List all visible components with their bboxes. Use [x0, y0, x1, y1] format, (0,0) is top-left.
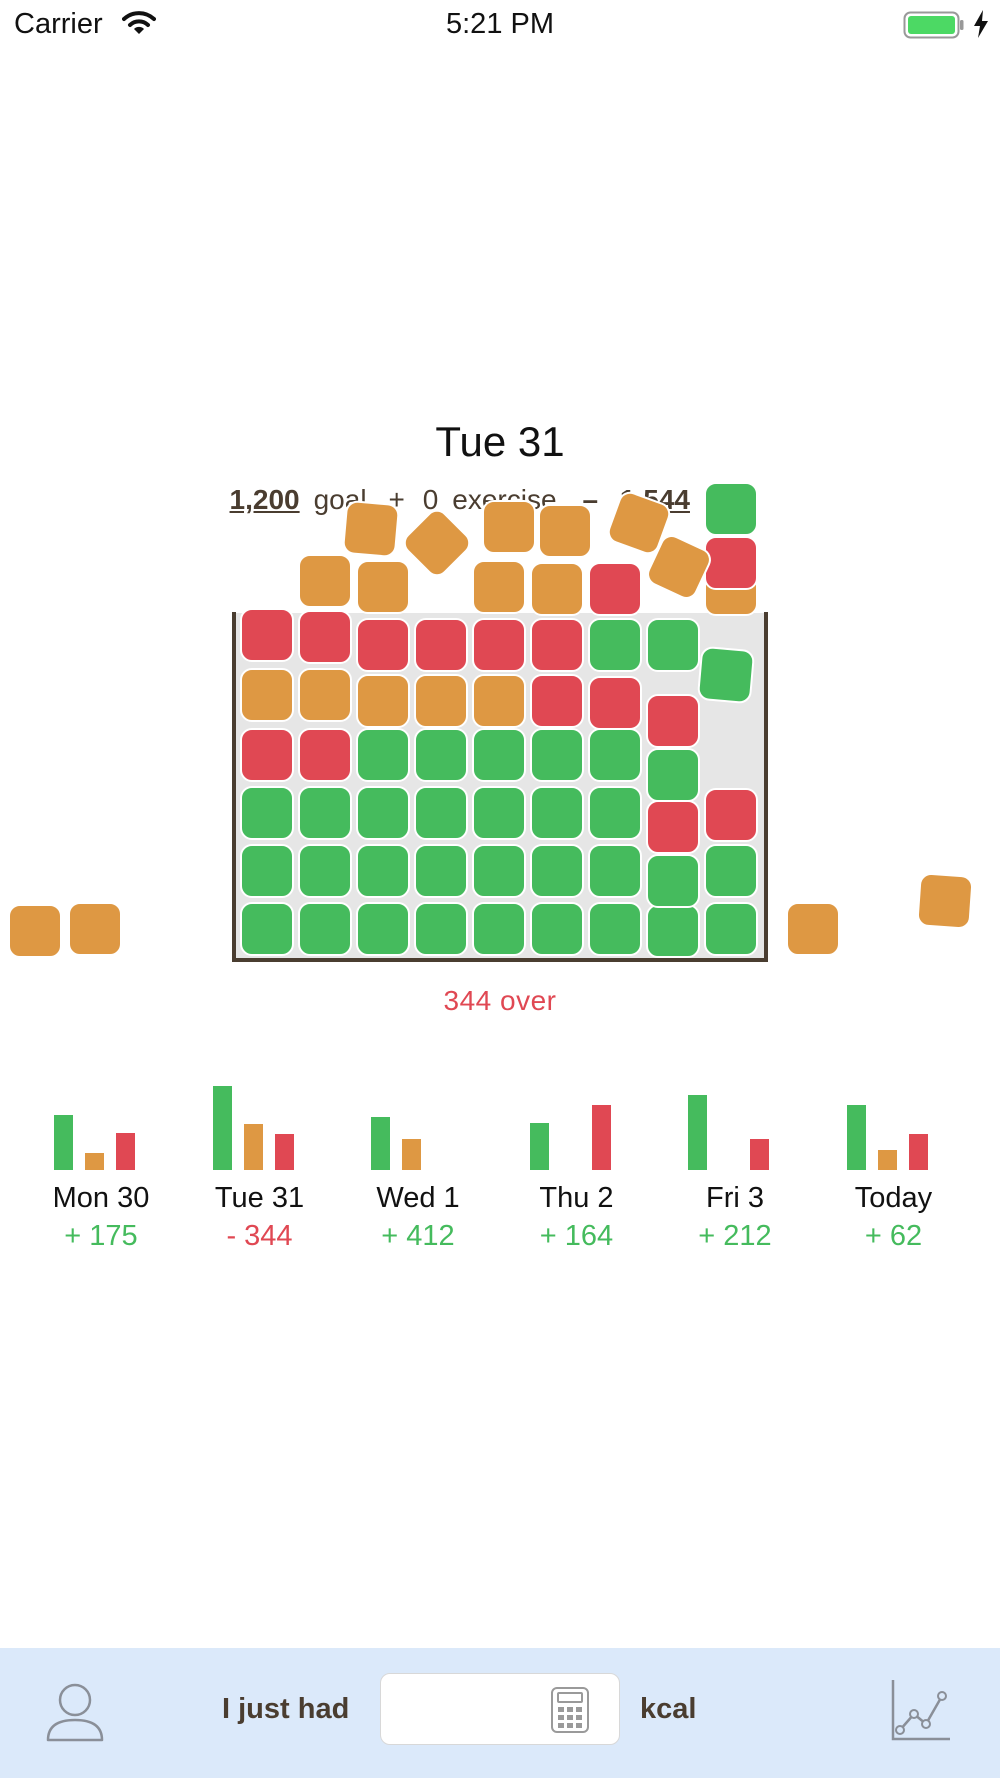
- exercise-value[interactable]: 0: [422, 484, 439, 515]
- day-bars: [656, 1060, 814, 1170]
- calorie-block: [356, 560, 410, 614]
- day-bar: [371, 1117, 390, 1170]
- day-column[interactable]: Tue 31 - 344: [181, 1060, 339, 1260]
- food-label: food: [703, 484, 759, 515]
- day-delta: - 344: [226, 1220, 293, 1252]
- calorie-block: [298, 554, 352, 608]
- day-bars: [339, 1060, 497, 1170]
- charging-icon: [974, 10, 988, 38]
- status-time: 5:21 PM: [446, 8, 554, 40]
- wifi-icon: [122, 11, 156, 34]
- calorie-block: [398, 504, 476, 582]
- balance-status: 344 over: [443, 985, 557, 1016]
- calorie-block: [704, 536, 758, 590]
- day-bar: [750, 1139, 769, 1170]
- day-title: Tue 31: [435, 418, 565, 465]
- day-bar: [688, 1095, 707, 1170]
- chart-icon[interactable]: [890, 1678, 952, 1742]
- day-bars: [498, 1060, 656, 1170]
- bucket-left-wall: [232, 612, 236, 962]
- prompt-label: I just had: [222, 1693, 350, 1725]
- day-label: Wed 1: [376, 1182, 460, 1214]
- calorie-block: [916, 872, 974, 930]
- battery-icon: [903, 11, 964, 39]
- calorie-block: [530, 562, 584, 616]
- goal-label: goal: [313, 484, 367, 515]
- bucket-interior: [236, 613, 764, 959]
- exercise-label: exercise: [452, 484, 557, 515]
- food-value[interactable]: 1,544: [619, 484, 690, 515]
- kcal-field[interactable]: [380, 1673, 620, 1745]
- calculator-icon[interactable]: [550, 1686, 590, 1734]
- calorie-block: [786, 902, 840, 956]
- day-bars: [815, 1060, 973, 1170]
- day-delta: + 412: [381, 1220, 455, 1252]
- input-bar: I just had kcal: [0, 1648, 1000, 1778]
- day-label: Today: [854, 1182, 933, 1214]
- minus-sign: –: [582, 484, 599, 515]
- calorie-block: [643, 531, 715, 603]
- profile-icon[interactable]: [44, 1680, 106, 1744]
- week-summary: Mon 30 + 175 Tue 31 - 344 Wed 1 + 412 Thu 2 + 1…: [0, 1060, 1000, 1260]
- calorie-block: [68, 902, 122, 956]
- day-delta: + 212: [698, 1220, 772, 1252]
- day-label: Thu 2: [539, 1182, 614, 1214]
- calorie-block: [8, 904, 62, 958]
- day-delta: + 164: [539, 1220, 614, 1252]
- day-bar: [908, 1134, 928, 1170]
- day-bar: [85, 1153, 104, 1170]
- calorie-block: [588, 562, 642, 616]
- day-delta: + 62: [864, 1220, 923, 1252]
- day-bar: [591, 1105, 611, 1170]
- day-bar: [212, 1086, 232, 1170]
- day-bars: [181, 1060, 339, 1170]
- status-bar: Carrier 5:21 PM: [0, 0, 1000, 50]
- day-bar: [529, 1123, 549, 1170]
- day-bars: [22, 1060, 180, 1170]
- day-column[interactable]: Fri 3 + 212: [656, 1060, 814, 1260]
- day-bar: [54, 1115, 73, 1170]
- kcal-unit-label: kcal: [640, 1693, 697, 1725]
- day-bar: [243, 1124, 263, 1170]
- goal-value[interactable]: 1,200: [229, 484, 300, 515]
- day-bar: [846, 1105, 866, 1170]
- day-column[interactable]: Today + 62: [815, 1060, 973, 1260]
- calorie-block: [472, 560, 526, 614]
- day-column[interactable]: Mon 30 + 175: [22, 1060, 180, 1260]
- bucket-right-wall: [764, 612, 768, 962]
- bucket-floor: [232, 958, 768, 962]
- day-label: Tue 31: [214, 1182, 305, 1214]
- day-label: Mon 30: [52, 1182, 150, 1214]
- day-bar: [402, 1139, 421, 1170]
- kcal-input[interactable]: [395, 1692, 545, 1728]
- day-label: Fri 3: [706, 1182, 764, 1214]
- day-bar: [877, 1150, 897, 1170]
- day-delta: + 175: [64, 1220, 138, 1252]
- day-bar: [274, 1134, 294, 1170]
- calorie-summary: 1,200 goal + 0 exercise – 1,544 food: [0, 484, 1000, 516]
- carrier-label: Carrier: [14, 8, 103, 40]
- day-column[interactable]: Thu 2 + 164: [498, 1060, 656, 1260]
- calorie-block: [704, 562, 758, 616]
- day-bar: [116, 1133, 135, 1170]
- day-column[interactable]: Wed 1 + 412: [339, 1060, 497, 1260]
- plus-sign: +: [388, 484, 405, 515]
